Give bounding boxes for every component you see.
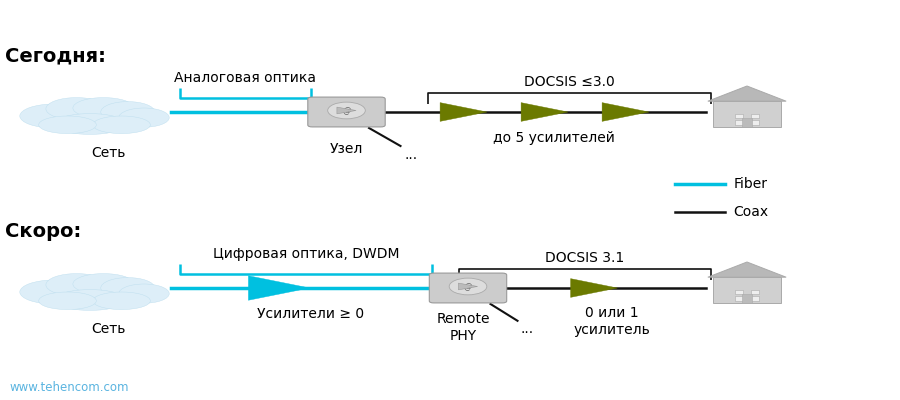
FancyBboxPatch shape [751, 296, 760, 301]
Ellipse shape [39, 292, 96, 310]
Text: Сеть: Сеть [91, 146, 125, 160]
Text: DOCSIS ≤3.0: DOCSIS ≤3.0 [524, 75, 615, 89]
Text: Remote
PHY: Remote PHY [436, 312, 491, 343]
Ellipse shape [101, 278, 155, 298]
Polygon shape [521, 103, 568, 121]
Polygon shape [337, 107, 356, 114]
Ellipse shape [20, 104, 88, 128]
Text: Узел: Узел [329, 142, 364, 156]
Text: 0 или 1
усилитель: 0 или 1 усилитель [573, 306, 651, 337]
Text: Сегодня:: Сегодня: [4, 46, 105, 66]
Text: Аналоговая оптика: Аналоговая оптика [175, 71, 316, 85]
Ellipse shape [46, 274, 107, 296]
Ellipse shape [73, 274, 134, 294]
Text: Усилители ≥ 0: Усилители ≥ 0 [256, 307, 365, 321]
Polygon shape [707, 262, 787, 277]
Ellipse shape [45, 109, 153, 127]
FancyBboxPatch shape [734, 296, 743, 301]
Text: Сеть: Сеть [91, 322, 125, 336]
Text: Coax: Coax [734, 205, 769, 219]
FancyBboxPatch shape [751, 120, 760, 125]
FancyBboxPatch shape [751, 114, 760, 118]
FancyBboxPatch shape [308, 97, 385, 127]
Ellipse shape [73, 98, 134, 118]
Ellipse shape [119, 108, 169, 127]
Polygon shape [571, 279, 617, 297]
Text: Fiber: Fiber [734, 177, 768, 191]
Text: Скоро:: Скоро: [4, 222, 81, 242]
Text: ...: ... [520, 322, 534, 336]
Polygon shape [248, 276, 310, 300]
Ellipse shape [93, 292, 150, 310]
Ellipse shape [119, 284, 169, 303]
Text: @: @ [464, 282, 472, 291]
Text: @: @ [342, 106, 351, 115]
Circle shape [449, 278, 487, 295]
Text: ...: ... [405, 148, 418, 162]
FancyBboxPatch shape [742, 118, 752, 127]
Ellipse shape [54, 290, 126, 310]
Text: до 5 усилителей: до 5 усилителей [492, 131, 615, 145]
FancyBboxPatch shape [742, 294, 752, 303]
FancyBboxPatch shape [751, 290, 760, 294]
Text: www.tehencom.com: www.tehencom.com [9, 381, 129, 394]
FancyBboxPatch shape [734, 290, 743, 294]
Ellipse shape [45, 285, 153, 303]
Text: Цифровая оптика, DWDM: Цифровая оптика, DWDM [212, 247, 400, 261]
FancyBboxPatch shape [734, 114, 743, 118]
Ellipse shape [101, 102, 155, 122]
Circle shape [328, 102, 365, 119]
FancyBboxPatch shape [713, 101, 781, 127]
Ellipse shape [39, 116, 96, 134]
Polygon shape [440, 103, 487, 121]
Polygon shape [707, 86, 787, 101]
Ellipse shape [20, 280, 88, 304]
Text: DOCSIS 3.1: DOCSIS 3.1 [545, 251, 625, 265]
Ellipse shape [46, 98, 107, 120]
Polygon shape [458, 283, 478, 290]
FancyBboxPatch shape [734, 120, 743, 125]
Polygon shape [602, 103, 649, 121]
FancyBboxPatch shape [713, 277, 781, 303]
Ellipse shape [93, 116, 150, 134]
FancyBboxPatch shape [429, 273, 507, 303]
Ellipse shape [54, 114, 126, 134]
